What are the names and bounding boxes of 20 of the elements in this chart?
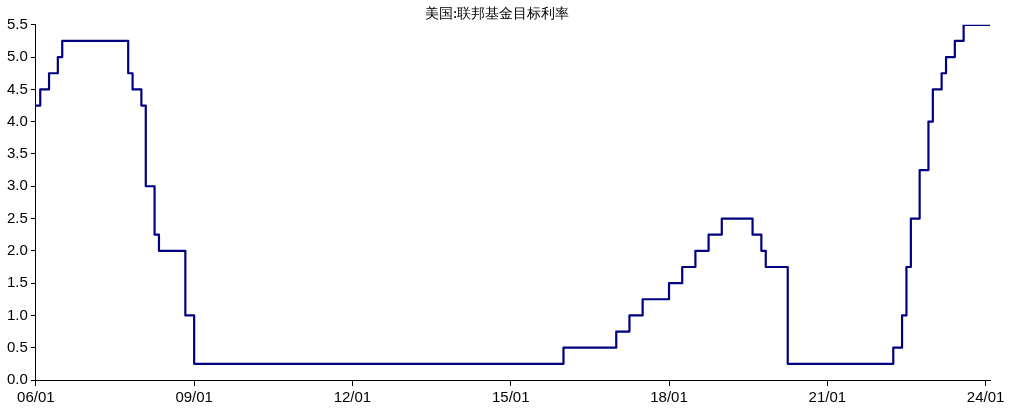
y-tick-label: 4.0 [6,111,28,129]
x-tick-label: 21/01 [808,388,847,406]
y-tick-label: 1.5 [6,273,28,291]
x-tick-label: 06/01 [17,388,55,406]
y-tick-label: 5.0 [6,47,28,65]
y-tick-label: 0.5 [6,337,28,355]
y-tick-label: 4.5 [6,79,28,97]
chart-title: 美国:联邦基金目标利率 [424,5,570,22]
y-tick-label: 2.0 [6,240,28,258]
y-tick-label: 3.0 [6,176,28,194]
x-tick-label: 24/01 [966,388,1005,406]
x-tick-label: 15/01 [491,388,530,406]
x-tick-label: 18/01 [650,388,688,406]
y-tick-label: 0.0 [6,370,28,388]
y-tick-label: 2.5 [6,208,28,226]
y-tick-label: 5.5 [6,14,28,32]
y-tick-label: 3.5 [6,144,28,162]
x-tick-label: 09/01 [175,388,213,406]
x-tick-label: 12/01 [333,388,372,406]
y-tick-label: 1.0 [6,305,28,323]
